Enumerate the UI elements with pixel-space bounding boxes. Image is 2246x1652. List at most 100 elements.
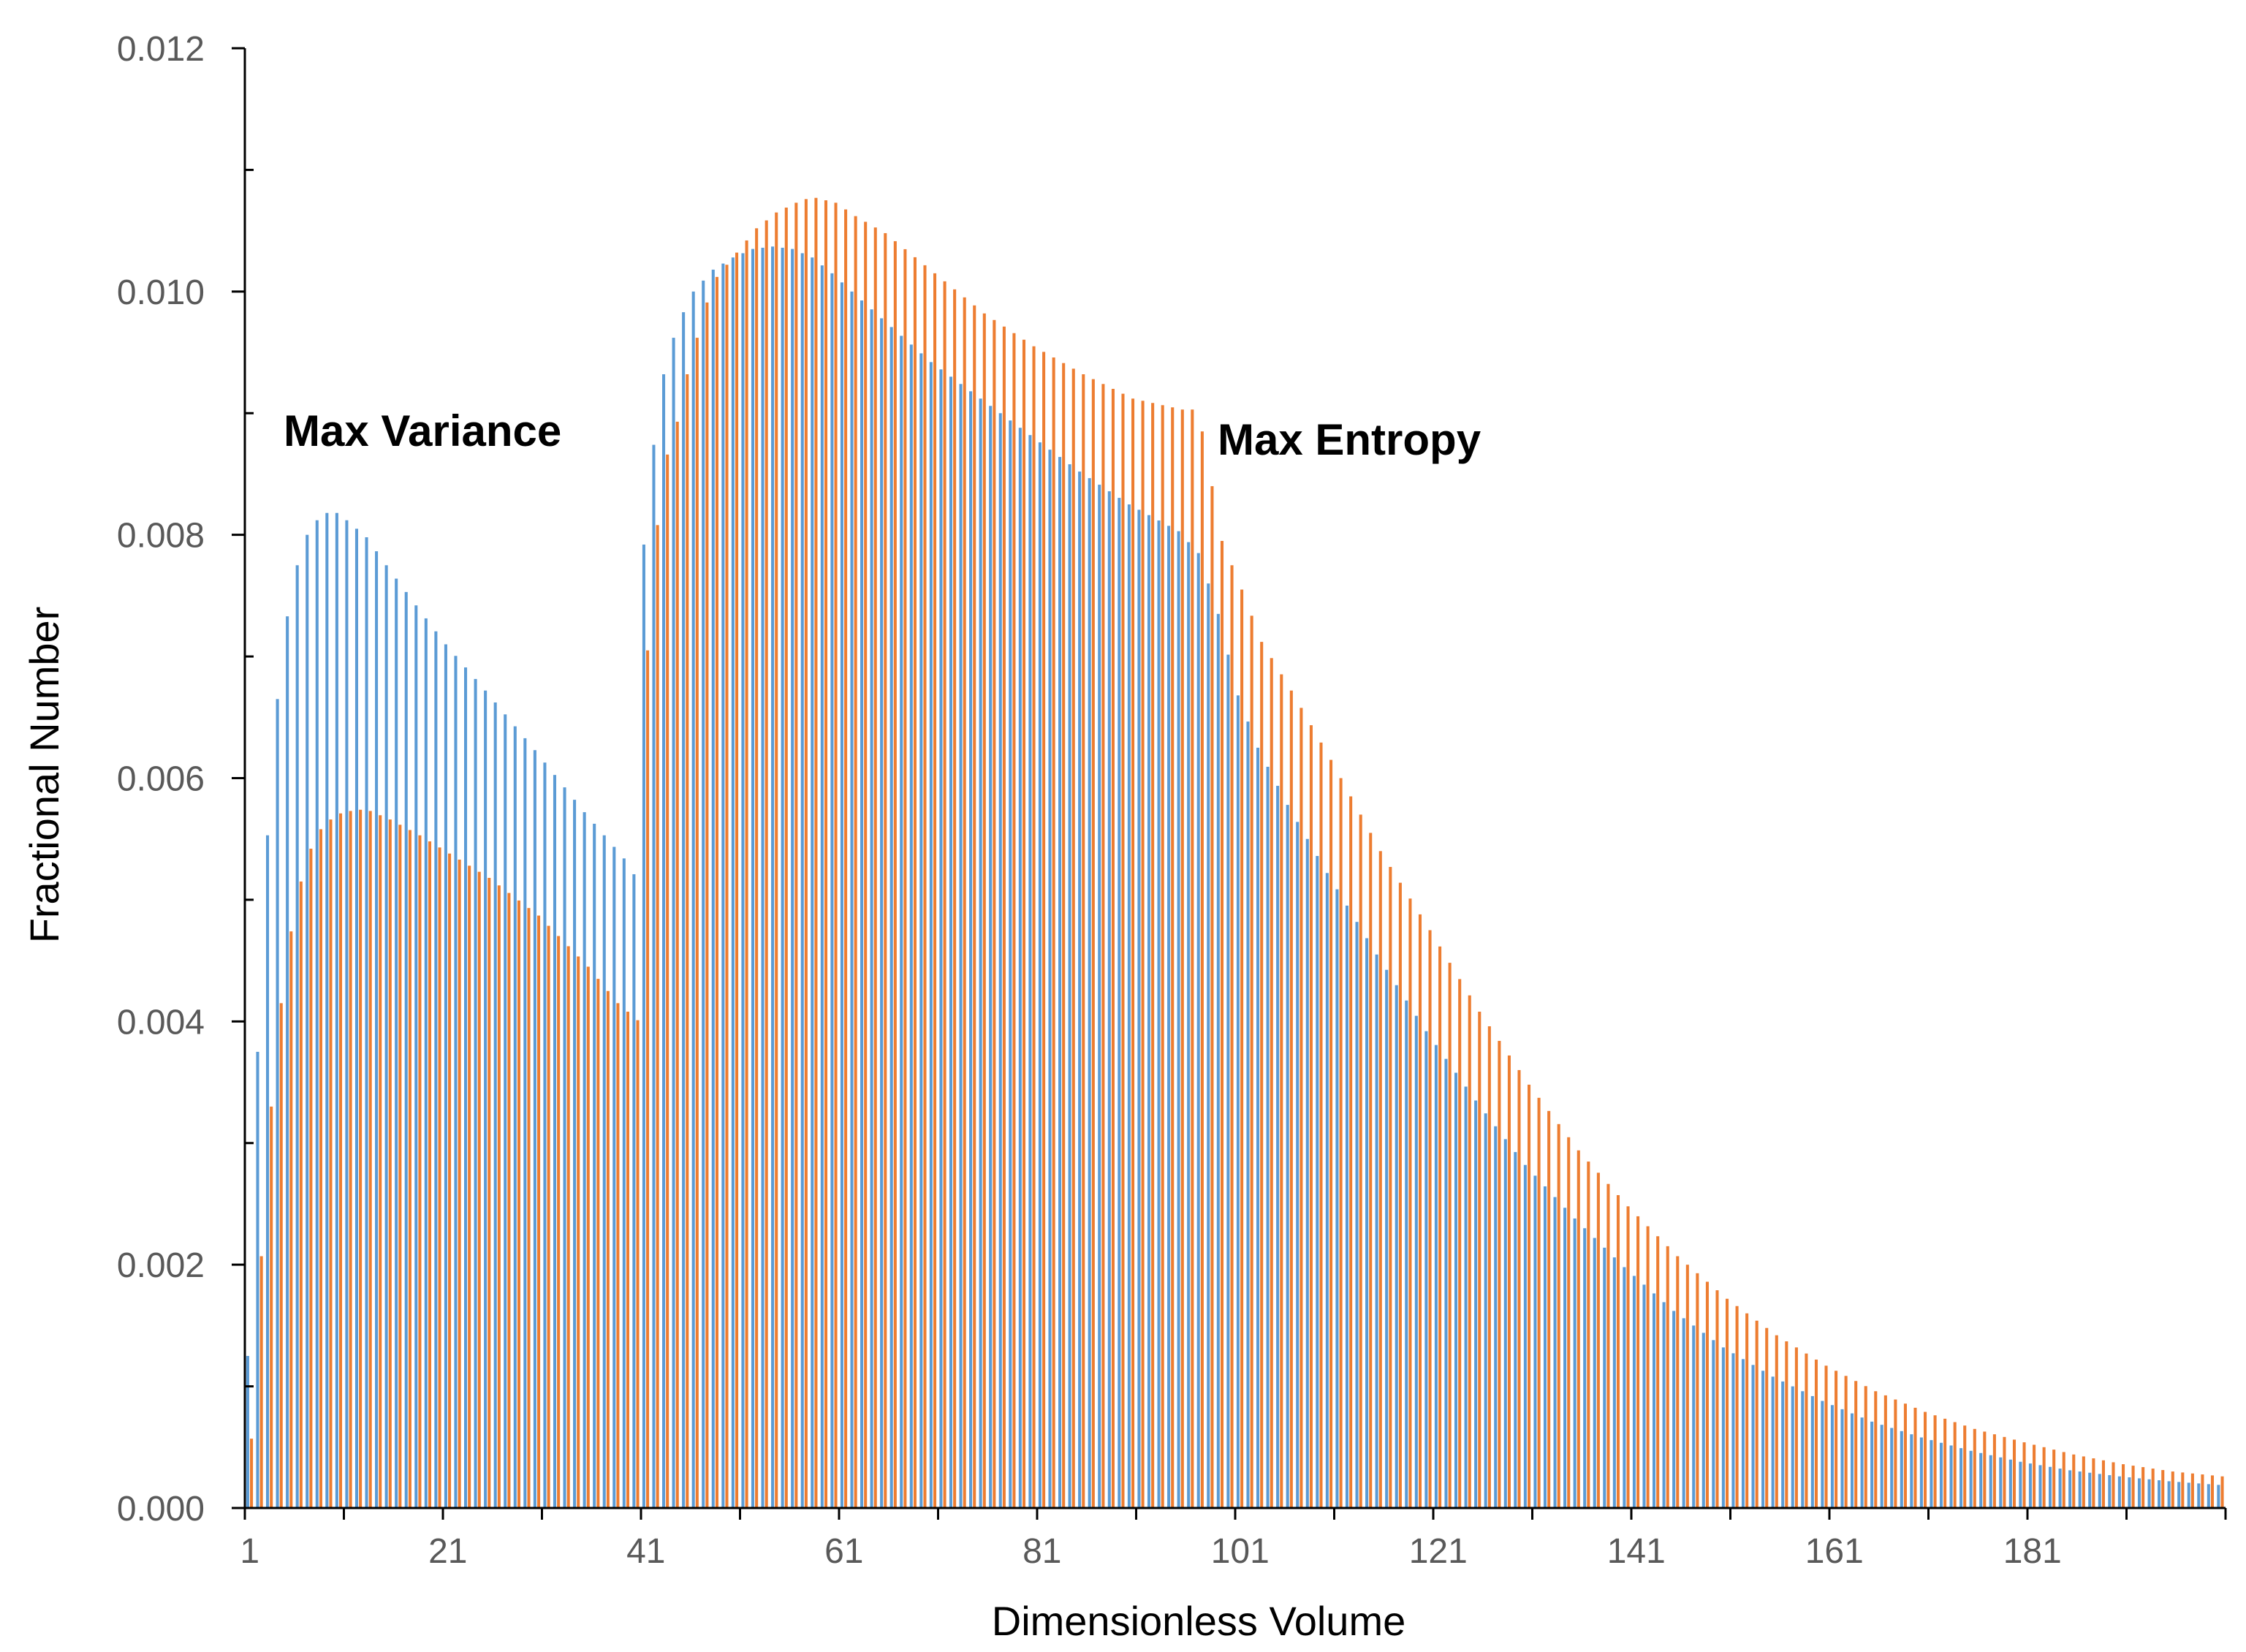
max-variance-bar-11 <box>345 520 349 1509</box>
max-variance-bar-4 <box>276 699 279 1508</box>
max-variance-bar-110 <box>1325 873 1329 1508</box>
max-variance-bar-135 <box>1573 1218 1577 1508</box>
max-entropy-bar-151 <box>1735 1306 1739 1508</box>
max-variance-bar-113 <box>1355 922 1359 1508</box>
max-variance-bar-191 <box>2128 1477 2131 1508</box>
max-variance-bar-88 <box>1107 491 1111 1508</box>
max-entropy-bar-22 <box>458 860 461 1508</box>
max-variance-bar-102 <box>1246 721 1250 1508</box>
max-variance-bar-151 <box>1731 1353 1735 1508</box>
max-variance-bar-27 <box>504 714 507 1508</box>
max-entropy-bar-123 <box>1458 979 1462 1508</box>
max-entropy-bar-79 <box>1022 339 1026 1509</box>
max-variance-bar-123 <box>1454 1072 1458 1508</box>
max-variance-bar-81 <box>1038 442 1042 1509</box>
max-variance-bar-51 <box>741 253 745 1508</box>
max-entropy-bar-53 <box>765 220 768 1509</box>
max-entropy-bar-138 <box>1606 1183 1610 1508</box>
max-entropy-bar-41 <box>646 650 650 1508</box>
max-variance-bar-192 <box>2137 1478 2141 1508</box>
max-variance-bars <box>246 246 2220 1509</box>
max-entropy-bar-139 <box>1616 1194 1620 1508</box>
max-variance-bar-169 <box>1910 1434 1913 1508</box>
max-entropy-bar-160 <box>1824 1365 1828 1508</box>
max-entropy-bar-73 <box>963 297 966 1508</box>
max-variance-bar-83 <box>1058 457 1062 1509</box>
max-variance-bar-119 <box>1414 1015 1418 1508</box>
max-entropy-bar-10 <box>339 813 343 1508</box>
max-entropy-bar-164 <box>1864 1386 1867 1508</box>
max-entropy-bar-191 <box>2131 1466 2135 1508</box>
max-entropy-bar-3 <box>270 1106 273 1508</box>
max-variance-bar-146 <box>1682 1318 1685 1508</box>
max-entropy-bar-70 <box>933 273 937 1508</box>
max-variance-bar-17 <box>404 591 408 1508</box>
max-entropy-bar-119 <box>1418 914 1422 1508</box>
max-entropy-bar-193 <box>2151 1469 2155 1508</box>
max-entropy-bar-25 <box>487 877 491 1508</box>
max-variance-bar-62 <box>850 291 854 1509</box>
max-variance-bar-118 <box>1405 1000 1408 1508</box>
max-entropy-bar-23 <box>468 865 471 1508</box>
max-entropy-bar-34 <box>577 956 580 1508</box>
max-entropy-bar-31 <box>547 925 550 1508</box>
max-variance-bar-157 <box>1791 1386 1794 1508</box>
max-entropy-bar-142 <box>1646 1226 1650 1508</box>
max-variance-bar-183 <box>2049 1466 2052 1508</box>
max-variance-bar-46 <box>691 291 695 1509</box>
max-entropy-bar-107 <box>1300 708 1303 1508</box>
max-variance-bar-170 <box>1919 1437 1923 1508</box>
max-variance-bar-31 <box>543 762 547 1508</box>
max-entropy-bar-46 <box>695 338 699 1508</box>
max-entropy-bar-178 <box>2003 1436 2006 1508</box>
max-variance-bar-93 <box>1157 520 1161 1508</box>
x-tick-label: 61 <box>824 1532 863 1571</box>
max-variance-bar-115 <box>1375 954 1378 1508</box>
max-variance-bar-52 <box>751 249 755 1509</box>
max-variance-bar-95 <box>1177 531 1180 1509</box>
max-entropy-bar-66 <box>893 240 897 1509</box>
max-variance-bar-121 <box>1434 1045 1438 1508</box>
max-variance-bar-174 <box>1959 1448 1963 1508</box>
max-entropy-bar-32 <box>557 936 561 1508</box>
max-entropy-bar-60 <box>834 202 838 1509</box>
max-entropy-bar-63 <box>864 221 868 1508</box>
max-variance-bar-158 <box>1801 1391 1805 1508</box>
max-variance-bar-18 <box>414 605 418 1509</box>
max-entropy-bar-104 <box>1270 658 1273 1508</box>
max-entropy-bar-82 <box>1052 357 1055 1508</box>
max-variance-bar-144 <box>1662 1302 1666 1508</box>
max-entropy-bar-36 <box>596 979 600 1508</box>
max-variance-bar-28 <box>513 726 517 1508</box>
max-entropy-bar-65 <box>884 232 887 1509</box>
max-entropy-bar-199 <box>2210 1475 2215 1508</box>
max-variance-bar-47 <box>702 280 705 1508</box>
max-variance-bar-14 <box>375 551 379 1508</box>
max-variance-bar-161 <box>1830 1405 1834 1508</box>
max-entropy-bar-68 <box>913 257 917 1508</box>
max-variance-bar-112 <box>1345 905 1349 1508</box>
max-variance-bar-50 <box>731 257 735 1508</box>
max-variance-bar-159 <box>1810 1395 1814 1508</box>
max-entropy-bar-143 <box>1656 1236 1660 1508</box>
max-variance-bar-120 <box>1424 1031 1428 1508</box>
max-variance-bar-150 <box>1721 1347 1725 1508</box>
max-variance-bar-109 <box>1316 856 1319 1508</box>
max-variance-bar-44 <box>672 338 675 1508</box>
max-entropy-bar-9 <box>329 819 333 1508</box>
max-variance-bar-6 <box>295 565 299 1508</box>
max-variance-bar-122 <box>1444 1058 1448 1508</box>
max-entropy-bar-129 <box>1517 1069 1521 1508</box>
max-entropy-bar-196 <box>2181 1472 2185 1508</box>
max-variance-bar-138 <box>1603 1247 1606 1508</box>
max-variance-bar-188 <box>2098 1474 2101 1508</box>
max-variance-bar-129 <box>1514 1152 1517 1508</box>
max-variance-bar-165 <box>1870 1421 1874 1508</box>
max-variance-bar-15 <box>384 565 388 1508</box>
max-entropy-bar-140 <box>1626 1206 1630 1508</box>
max-entropy-bar-40 <box>636 1020 640 1508</box>
max-variance-bar-30 <box>533 750 536 1508</box>
max-entropy-bar-122 <box>1448 963 1452 1508</box>
max-entropy-bar-64 <box>873 227 877 1509</box>
max-variance-bar-186 <box>2078 1471 2082 1508</box>
